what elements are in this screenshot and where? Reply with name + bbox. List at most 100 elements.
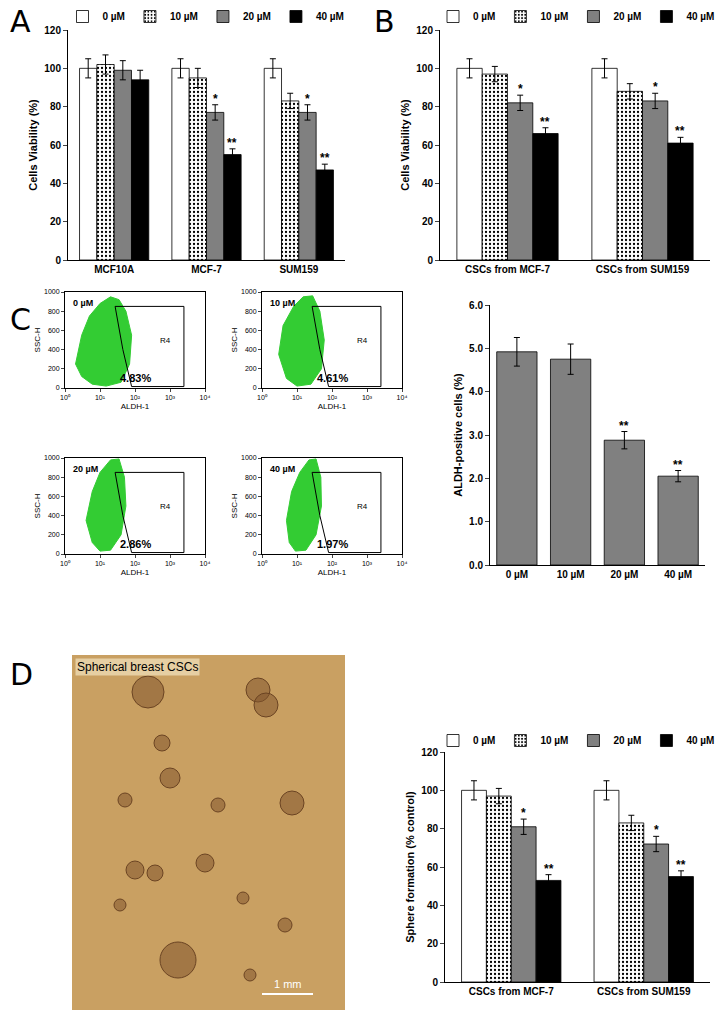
svg-text:6.0: 6.0 bbox=[469, 300, 483, 311]
svg-text:10³: 10³ bbox=[165, 394, 176, 401]
svg-text:400: 400 bbox=[48, 512, 60, 519]
svg-text:*: * bbox=[213, 92, 218, 106]
svg-text:120: 120 bbox=[44, 25, 61, 36]
svg-text:10³: 10³ bbox=[165, 560, 176, 567]
svg-text:D: D bbox=[10, 657, 33, 692]
svg-text:200: 200 bbox=[48, 365, 60, 372]
svg-text:400: 400 bbox=[245, 346, 257, 353]
svg-text:10³: 10³ bbox=[362, 394, 373, 401]
svg-text:600: 600 bbox=[48, 327, 60, 334]
svg-text:120: 120 bbox=[421, 747, 438, 758]
svg-text:60: 60 bbox=[422, 140, 434, 151]
svg-text:CSCs from MCF-7: CSCs from MCF-7 bbox=[469, 986, 554, 997]
svg-text:20: 20 bbox=[422, 216, 434, 227]
svg-text:40: 40 bbox=[50, 178, 62, 189]
svg-text:ALDH-1: ALDH-1 bbox=[121, 402, 150, 411]
svg-text:**: ** bbox=[227, 136, 237, 150]
svg-text:40 µM: 40 µM bbox=[664, 569, 692, 580]
svg-text:10⁰: 10⁰ bbox=[60, 560, 71, 567]
svg-text:2.0: 2.0 bbox=[469, 473, 483, 484]
svg-text:SSC-H: SSC-H bbox=[33, 493, 42, 518]
svg-text:**: ** bbox=[675, 124, 685, 138]
svg-text:1000: 1000 bbox=[241, 288, 257, 295]
svg-text:10⁰: 10⁰ bbox=[257, 394, 268, 401]
svg-text:80: 80 bbox=[50, 101, 62, 112]
svg-text:Spherical breast CSCs: Spherical breast CSCs bbox=[77, 660, 198, 674]
svg-text:1000: 1000 bbox=[241, 454, 257, 461]
svg-text:60: 60 bbox=[50, 140, 62, 151]
svg-text:10 µM: 10 µM bbox=[540, 11, 568, 22]
svg-text:4.0: 4.0 bbox=[469, 386, 483, 397]
svg-text:200: 200 bbox=[48, 531, 60, 538]
svg-text:400: 400 bbox=[245, 512, 257, 519]
svg-text:0: 0 bbox=[253, 384, 257, 391]
svg-text:Cells Viability (%): Cells Viability (%) bbox=[27, 99, 39, 191]
svg-text:1.97%: 1.97% bbox=[317, 538, 348, 550]
svg-text:40 µM: 40 µM bbox=[686, 735, 714, 746]
svg-text:SSC-H: SSC-H bbox=[230, 493, 239, 518]
svg-text:ALDH-1: ALDH-1 bbox=[318, 568, 347, 577]
svg-text:0 µM: 0 µM bbox=[473, 11, 495, 22]
svg-text:10²: 10² bbox=[327, 394, 338, 401]
svg-text:Sphere formation (% control): Sphere formation (% control) bbox=[404, 791, 416, 943]
svg-text:1000: 1000 bbox=[44, 288, 60, 295]
svg-text:10¹: 10¹ bbox=[292, 394, 303, 401]
svg-text:10³: 10³ bbox=[362, 560, 373, 567]
svg-text:ALDH-1: ALDH-1 bbox=[318, 402, 347, 411]
svg-text:CSCs from SUM159: CSCs from SUM159 bbox=[596, 264, 690, 275]
svg-text:**: ** bbox=[673, 458, 683, 472]
svg-text:200: 200 bbox=[245, 531, 257, 538]
svg-text:40 µM: 40 µM bbox=[686, 11, 714, 22]
svg-text:10 µM: 10 µM bbox=[170, 11, 198, 22]
svg-text:2.86%: 2.86% bbox=[120, 538, 151, 550]
svg-text:0: 0 bbox=[427, 255, 433, 266]
svg-text:10²: 10² bbox=[327, 560, 338, 567]
svg-text:CSCs from SUM159: CSCs from SUM159 bbox=[597, 986, 691, 997]
svg-text:CSCs from MCF-7: CSCs from MCF-7 bbox=[465, 264, 550, 275]
svg-text:**: ** bbox=[320, 151, 330, 165]
svg-text:ALDH-1: ALDH-1 bbox=[121, 568, 150, 577]
svg-text:120: 120 bbox=[416, 25, 433, 36]
svg-text:0.0: 0.0 bbox=[469, 560, 483, 571]
svg-text:10¹: 10¹ bbox=[95, 394, 106, 401]
svg-text:20 µM: 20 µM bbox=[73, 464, 98, 474]
svg-text:10⁴: 10⁴ bbox=[200, 394, 211, 401]
svg-text:*: * bbox=[305, 92, 310, 106]
svg-text:800: 800 bbox=[48, 474, 60, 481]
svg-text:20 µM: 20 µM bbox=[613, 735, 641, 746]
svg-text:**: ** bbox=[676, 858, 686, 872]
svg-text:100: 100 bbox=[416, 63, 433, 74]
svg-text:R4: R4 bbox=[160, 336, 171, 345]
svg-text:10⁴: 10⁴ bbox=[397, 394, 408, 401]
svg-text:4.83%: 4.83% bbox=[120, 372, 151, 384]
svg-text:1.0: 1.0 bbox=[469, 516, 483, 527]
svg-text:4.61%: 4.61% bbox=[317, 372, 348, 384]
svg-text:10²: 10² bbox=[130, 394, 141, 401]
svg-text:600: 600 bbox=[245, 493, 257, 500]
svg-text:20 µM: 20 µM bbox=[613, 11, 641, 22]
svg-text:600: 600 bbox=[245, 327, 257, 334]
svg-text:10 µM: 10 µM bbox=[270, 298, 295, 308]
svg-text:0 µM: 0 µM bbox=[103, 11, 125, 22]
svg-text:600: 600 bbox=[48, 493, 60, 500]
svg-text:10¹: 10¹ bbox=[95, 560, 106, 567]
svg-text:40 µM: 40 µM bbox=[270, 464, 295, 474]
svg-text:0 µM: 0 µM bbox=[506, 569, 528, 580]
svg-text:*: * bbox=[654, 823, 659, 837]
svg-text:20: 20 bbox=[427, 938, 439, 949]
svg-text:**: ** bbox=[544, 862, 554, 876]
svg-text:20: 20 bbox=[50, 216, 62, 227]
svg-text:**: ** bbox=[540, 115, 550, 129]
svg-text:60: 60 bbox=[427, 862, 439, 873]
svg-text:*: * bbox=[653, 80, 658, 94]
svg-text:SUM159: SUM159 bbox=[279, 264, 318, 275]
svg-text:Cells Viability (%): Cells Viability (%) bbox=[399, 99, 411, 191]
svg-text:SSC-H: SSC-H bbox=[230, 327, 239, 352]
svg-text:**: ** bbox=[619, 419, 629, 433]
svg-text:40 µM: 40 µM bbox=[316, 11, 344, 22]
svg-text:0 µM: 0 µM bbox=[473, 735, 495, 746]
svg-text:10¹: 10¹ bbox=[292, 560, 303, 567]
svg-text:100: 100 bbox=[421, 785, 438, 796]
svg-text:C: C bbox=[10, 302, 31, 337]
svg-text:10⁴: 10⁴ bbox=[200, 560, 211, 567]
